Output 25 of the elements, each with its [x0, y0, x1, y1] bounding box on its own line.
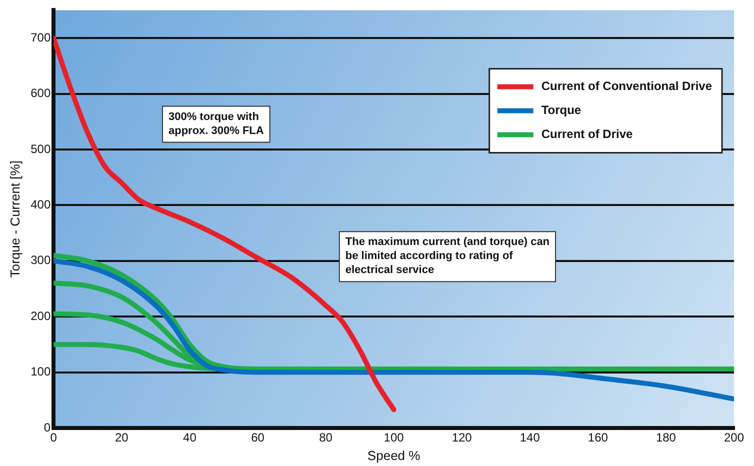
- x-tick-label: 100: [384, 430, 404, 445]
- x-tick-label: 60: [251, 430, 265, 445]
- y-tick-label: 500: [30, 142, 51, 156]
- y-tick-label: 200: [30, 308, 51, 323]
- y-axis-title: Torque - Current [%]: [7, 160, 22, 278]
- y-tick-label: 700: [30, 30, 51, 44]
- legend-label: Current of Drive: [541, 127, 633, 142]
- y-tick-label: 0: [44, 420, 51, 434]
- x-tick-label: 160: [588, 430, 608, 445]
- x-tick-label: 80: [319, 430, 333, 445]
- x-tick-label: 200: [724, 430, 744, 445]
- x-tick-label: 120: [452, 430, 472, 445]
- legend-label: Torque: [541, 103, 582, 118]
- x-tick-label: 40: [183, 430, 197, 445]
- x-tick-label: 20: [114, 430, 129, 445]
- annotation: 300% torque with approx. 300% FLA: [168, 110, 264, 137]
- x-tick-label: 180: [656, 430, 676, 445]
- y-tick-label: 600: [30, 86, 51, 100]
- x-tick-label: 140: [520, 430, 540, 445]
- y-tick-label: 300: [30, 253, 51, 268]
- x-axis-title: Speed %: [367, 448, 421, 463]
- annotation: The maximum current (and torque) can be limited according to rating of electrical service: [345, 236, 550, 276]
- y-tick-label: 100: [30, 364, 51, 379]
- y-tick-label: 400: [30, 197, 51, 212]
- legend-label: Current of Conventional Drive: [541, 79, 712, 94]
